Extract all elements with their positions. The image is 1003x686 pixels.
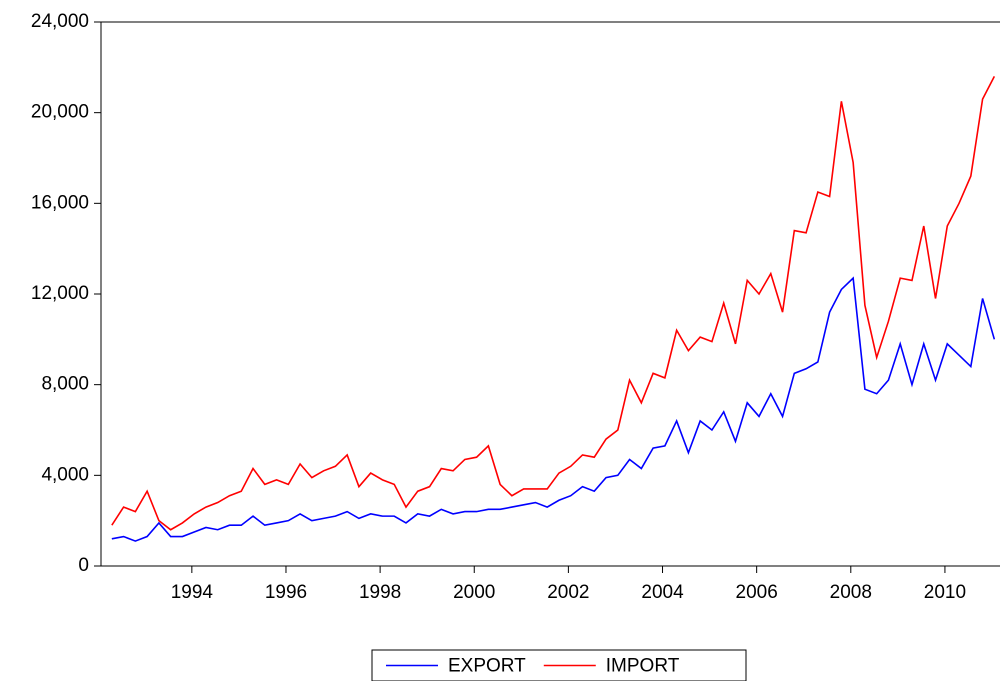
series-line [111, 276, 996, 542]
x-tick-label: 2010 [924, 582, 966, 603]
x-tick-label: 1994 [171, 582, 214, 603]
x-tick-label: 2000 [453, 582, 495, 603]
x-tick-label: 1996 [265, 582, 307, 603]
x-tick-label: 2008 [830, 582, 872, 603]
x-tick-label: 1998 [359, 582, 401, 603]
legend-label: IMPORT [606, 656, 680, 677]
y-tick-label: 0 [78, 555, 89, 576]
y-tick-label: 4,000 [41, 464, 89, 485]
x-tick-label: 2006 [736, 582, 778, 603]
y-tick-label: 16,000 [31, 192, 89, 213]
legend-label: EXPORT [448, 656, 526, 677]
y-tick-label: 8,000 [41, 374, 89, 395]
y-tick-label: 12,000 [31, 283, 89, 304]
x-tick-label: 2004 [641, 582, 684, 603]
y-tick-label: 20,000 [31, 102, 89, 123]
y-tick-label: 24,000 [31, 11, 89, 32]
x-tick-label: 2002 [547, 582, 589, 603]
series-line [111, 76, 996, 531]
